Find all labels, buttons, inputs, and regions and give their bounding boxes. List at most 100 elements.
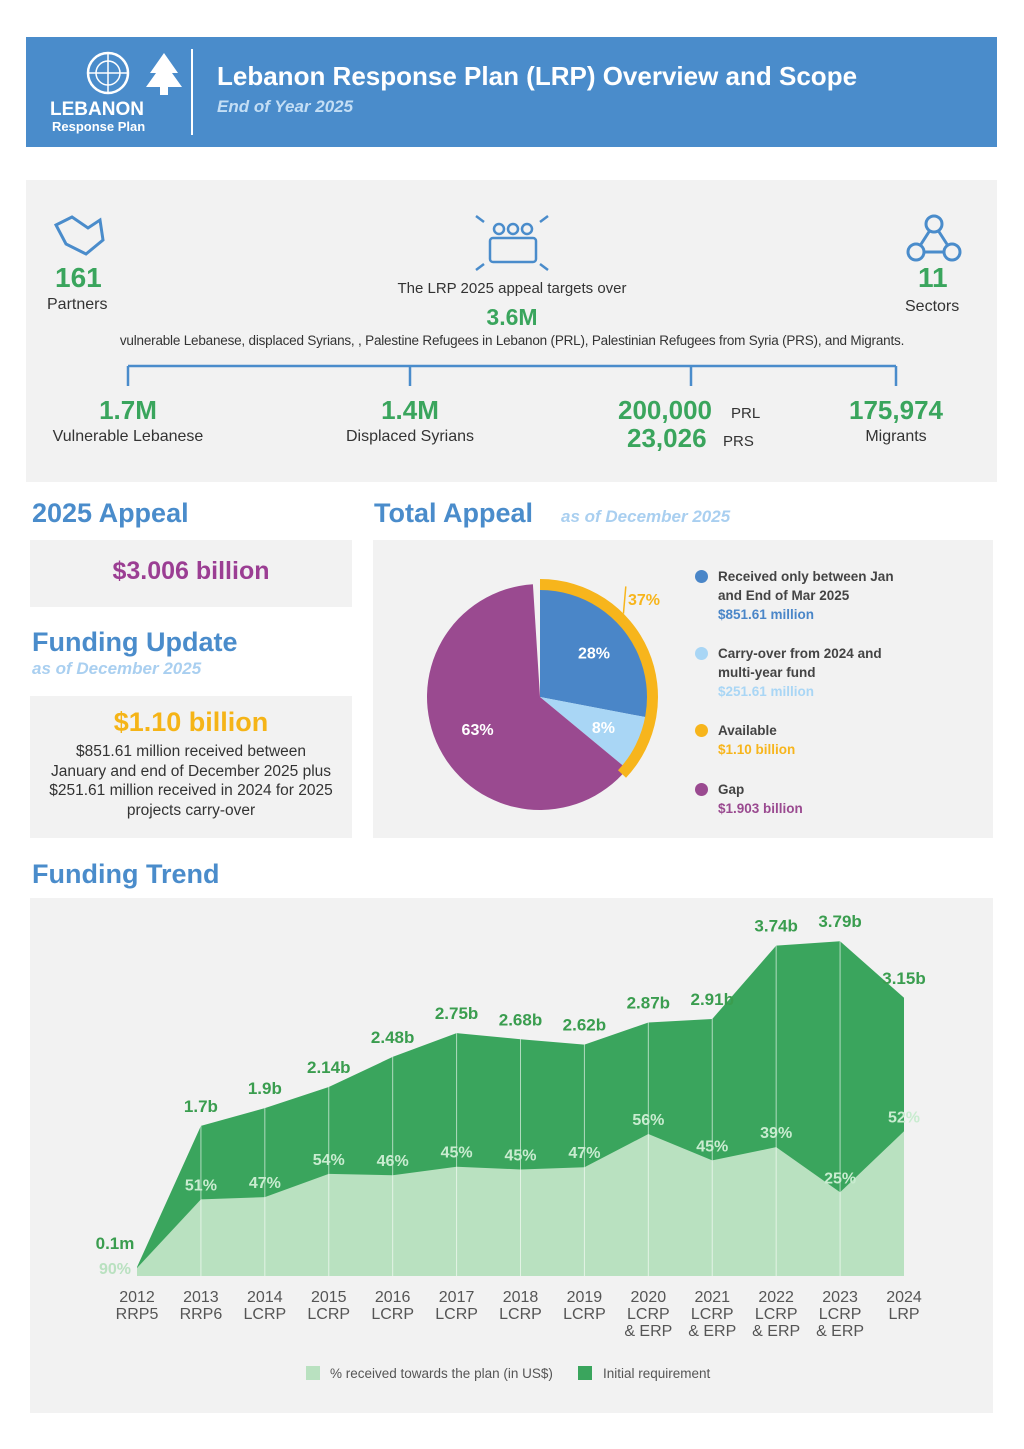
value-label: 3.79b [818,912,861,931]
group-label: PRS [723,433,754,450]
x-tick-label: LCRP [371,1306,414,1323]
legend-item: Carry-over from 2024 and multi-year fund… [695,644,918,701]
stat-value: 161 [55,262,102,293]
percent-label: 46% [377,1153,409,1170]
x-tick-label: 2018 [503,1289,539,1306]
appeal-box [30,540,352,607]
pie-label: 8% [592,720,615,737]
value-label: 2.48b [371,1028,414,1047]
section-subtitle: as of December 2025 [561,507,731,526]
section-subtitle: as of December 2025 [32,659,202,678]
divider [191,49,193,135]
percent-label: 25% [824,1170,856,1187]
legend-amount: $851.61 million [718,607,815,622]
value-label: 2.87b [627,993,670,1012]
legend-label: Received only between Jan and End of Mar… [718,569,894,603]
legend-label: Carry-over from 2024 and multi-year fund [718,646,882,680]
pie-slice [540,697,651,770]
x-tick-label: LCRP [819,1306,862,1323]
percent-label: 39% [760,1125,792,1142]
value-label: 2.14b [307,1058,350,1077]
x-tick-label: LCRP [307,1306,350,1323]
group-label: Migrants [865,428,927,445]
value-label: 3.15b [882,969,925,988]
legend-amount: $1.903 billion [718,801,803,816]
x-tick-label: 2021 [694,1289,730,1306]
percent-label: 45% [504,1147,536,1164]
x-tick-label: 2017 [439,1289,475,1306]
group-label: Vulnerable Lebanese [52,428,204,445]
pie-slice [540,584,653,719]
pie-label: 37% [628,592,660,609]
value-label: 2.68b [499,1010,542,1029]
percent-label: 90% [99,1261,131,1278]
legend-amount: $251.61 million [718,684,815,699]
appeal-amount: $3.006 billion [112,557,270,585]
value-label: 1.7b [184,1097,218,1116]
group-value: 175,974 [849,395,943,425]
x-tick-label: & ERP [752,1323,800,1340]
value-label: 2.75b [435,1004,478,1023]
legend-label: % received towards the plan (in US$) [330,1366,553,1381]
pie-slice [427,584,628,810]
x-tick-label: RRP5 [116,1306,159,1323]
group-value: 1.4M [381,395,439,425]
legend-amount: $1.10 billion [718,742,796,757]
value-label: 0.1m [96,1234,135,1253]
connector [126,364,898,386]
legend-marker [695,724,708,737]
legend-item: Received only between Jan and End of Mar… [695,567,918,624]
x-tick-label: LRP [888,1306,919,1323]
legend-marker [578,1366,592,1380]
x-tick-label: 2019 [567,1289,603,1306]
percent-label: 51% [185,1177,217,1194]
stat-label: Partners [47,296,108,313]
stat-label: Sectors [905,298,960,315]
x-tick-label: 2016 [375,1289,411,1306]
x-tick-label: 2015 [311,1289,347,1306]
target-description: vulnerable Lebanese, displaced Syrians, … [119,333,905,348]
scope-graphics [53,214,962,386]
pie-chart: 28% 8% 63% 37% [427,579,660,810]
value-label: 3.74b [754,917,797,936]
x-tick-label: 2020 [631,1289,667,1306]
legend-marker [695,783,708,796]
funding-description: $851.61 million received between January… [49,743,333,819]
legend-label: Initial requirement [603,1366,711,1381]
x-tick-label: & ERP [816,1323,864,1340]
logo-text: Response Plan [52,119,146,134]
subtitle: End of Year 2025 [217,97,354,116]
x-tick-label: 2013 [183,1289,219,1306]
network-icon [906,214,962,262]
percent-label: 56% [632,1112,664,1129]
x-tick-label: 2012 [119,1289,155,1306]
value-label: 1.9b [248,1079,282,1098]
header: LEBANON Response Plan Lebanon Response P… [26,37,997,147]
x-tick-label: RRP6 [180,1306,223,1323]
x-tick-label: LCRP [563,1306,606,1323]
scope-panel [26,180,997,482]
stat-value: 11 [918,262,948,293]
handshake-icon [53,215,105,256]
percent-label: 45% [696,1138,728,1155]
legend-item: Available $1.10 billion [695,721,918,759]
funding-box [30,696,352,838]
group-label: PRL [731,405,761,422]
group-label: Displaced Syrians [345,428,475,445]
pie-label: 63% [462,722,494,739]
x-tick-label: 2024 [886,1289,922,1306]
value-label: 2.91b [691,990,734,1009]
x-tick-label: 2014 [247,1289,283,1306]
people-icon [475,215,549,271]
target-intro: The LRP 2025 appeal targets over [397,280,627,297]
target-value: 3.6M [486,304,538,330]
percent-label: 47% [568,1145,600,1162]
x-tick-label: LCRP [435,1306,478,1323]
x-tick-label: 2022 [758,1289,794,1306]
legend-marker [306,1366,320,1380]
x-tick-label: & ERP [688,1323,736,1340]
logo-text: LEBANON [50,99,144,120]
legend-label: Gap [718,782,745,797]
